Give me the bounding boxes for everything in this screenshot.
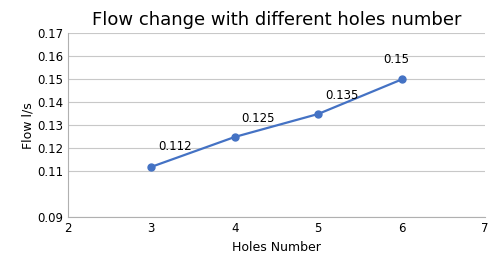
Y-axis label: Flow l/s: Flow l/s <box>21 102 34 149</box>
Text: 0.15: 0.15 <box>384 53 409 66</box>
Text: 0.125: 0.125 <box>242 112 275 125</box>
Text: 0.112: 0.112 <box>158 140 192 153</box>
X-axis label: Holes Number: Holes Number <box>232 241 321 254</box>
Title: Flow change with different holes number: Flow change with different holes number <box>92 11 462 29</box>
Text: 0.135: 0.135 <box>325 90 358 103</box>
